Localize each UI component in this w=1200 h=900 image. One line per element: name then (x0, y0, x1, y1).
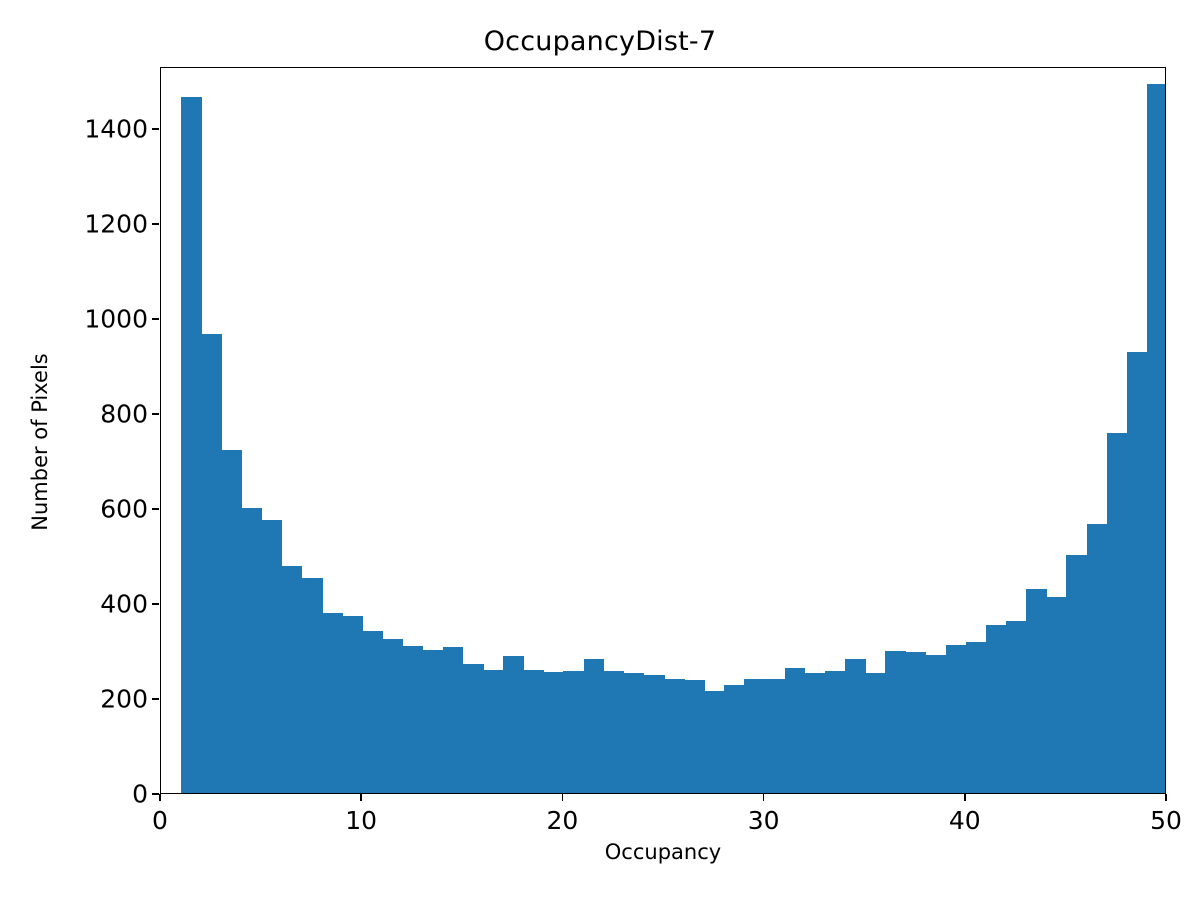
histogram-bar (603, 670, 625, 793)
histogram-bar (664, 678, 685, 793)
histogram-bar (442, 647, 464, 793)
histogram-bar (1126, 351, 1148, 793)
y-axis-tick-label: 600 (100, 494, 148, 524)
x-axis-tick-mark (1165, 794, 1167, 801)
histogram-bar (563, 670, 585, 793)
x-axis-tick-label: 0 (152, 806, 168, 835)
histogram-bar (503, 656, 524, 793)
x-axis-tick-label: 30 (747, 806, 780, 835)
histogram-bar (1046, 596, 1067, 793)
y-axis-tick-mark (152, 223, 159, 225)
histogram-bars (161, 68, 1165, 793)
histogram-bar (342, 616, 363, 793)
histogram-bar (885, 651, 907, 793)
histogram-bar (281, 566, 303, 793)
y-axis-tick-label: 400 (100, 589, 148, 619)
histogram-bar (261, 519, 283, 793)
histogram-bar (845, 659, 866, 793)
histogram-bar (865, 673, 886, 793)
x-axis-tick-label: 40 (948, 806, 981, 835)
y-axis-tick-mark (152, 603, 159, 605)
histogram-bar (945, 645, 967, 793)
y-axis-tick-label: 200 (100, 684, 148, 714)
histogram-bar (965, 641, 987, 793)
histogram-bar (1006, 621, 1027, 793)
y-axis-tick-label: 800 (100, 399, 148, 429)
histogram-bar (523, 670, 544, 793)
x-axis-tick-mark (561, 794, 564, 801)
y-axis-tick-mark (152, 127, 159, 130)
histogram-bar (382, 638, 404, 793)
x-axis-tick-label: 20 (546, 806, 579, 835)
histogram-bar (1066, 555, 1088, 793)
y-axis-tick-label: 1000 (84, 304, 148, 334)
histogram-bar (462, 663, 484, 793)
histogram-bar (925, 655, 947, 793)
x-axis-tick-label: 50 (1150, 806, 1182, 835)
histogram-bar (543, 671, 564, 793)
x-axis-tick-mark (360, 794, 362, 801)
y-axis-tick-label: 1200 (84, 209, 148, 239)
x-axis-tick-label: 10 (345, 806, 378, 835)
histogram-bar (1086, 524, 1108, 793)
histogram-bar (181, 96, 202, 793)
plot-area (160, 67, 1166, 794)
x-axis-tick-mark (159, 794, 161, 801)
histogram-bar (985, 624, 1007, 793)
histogram-bar (704, 690, 725, 793)
histogram-bar (321, 613, 343, 793)
histogram-bar (221, 449, 243, 793)
y-axis-tick-mark (152, 413, 159, 415)
histogram-bar (764, 678, 786, 793)
histogram-bar (824, 670, 846, 793)
histogram-bar (402, 645, 424, 793)
histogram-bar (583, 659, 605, 793)
histogram-bar (241, 507, 263, 793)
y-axis-tick-mark (152, 793, 159, 795)
histogram-bar (362, 631, 383, 793)
histogram-bar (1026, 588, 1047, 793)
y-axis-tick-label: 1400 (84, 114, 148, 144)
x-axis-tick-mark (964, 794, 966, 801)
histogram-bar (804, 672, 826, 793)
y-axis-tick-mark (152, 318, 159, 320)
histogram-bar (744, 678, 766, 793)
y-axis-tick-label: 0 (132, 779, 148, 809)
histogram-bar (201, 334, 222, 793)
page-title: OccupancyDist-7 (483, 26, 717, 57)
y-axis-tick-mark (152, 508, 159, 510)
histogram-bar (724, 684, 746, 793)
histogram-bar (784, 667, 806, 793)
histogram-bar (301, 578, 323, 793)
histogram-bar (422, 650, 444, 793)
histogram-bar (643, 675, 665, 793)
histogram-bar (905, 652, 927, 793)
x-axis-label: Occupancy (604, 840, 722, 864)
y-axis-tick-mark (152, 698, 159, 700)
x-axis-tick-mark (762, 794, 765, 801)
histogram-bar (482, 670, 504, 793)
histogram-bar (684, 679, 705, 793)
histogram-bar (1106, 433, 1128, 793)
histogram-bar (623, 673, 645, 793)
histogram-bar (1146, 84, 1165, 793)
